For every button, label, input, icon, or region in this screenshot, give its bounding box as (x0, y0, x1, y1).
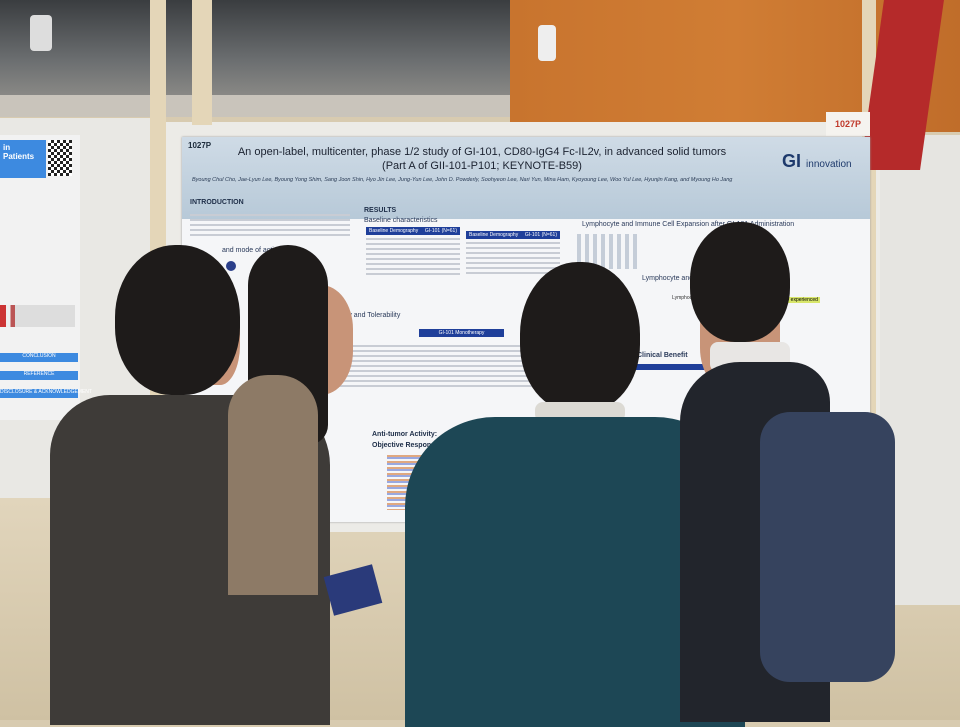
io-experienced-label: IO experienced (782, 297, 820, 303)
title-line-2: (Part A of GII-101-P101; KEYNOTE-B59) (382, 160, 582, 172)
introduction-text (190, 211, 350, 239)
results-heading: RESULTS (364, 207, 397, 214)
conclusion-heading: CONCLUSION (0, 353, 78, 362)
poster-authors: Byoung Chul Cho, Jae-Lyun Lee, Byoung Yo… (192, 177, 733, 183)
table-header-col: GI-101 (N=61) (424, 228, 457, 234)
poster-title: An open-label, multicenter, phase 1/2 st… (182, 145, 782, 173)
spotlight-left (30, 15, 52, 51)
clinical-benefit-heading: Clinical Benefit (637, 352, 688, 359)
clinical-benefit-bar (622, 364, 742, 370)
introduction-heading: INTRODUCTION (190, 199, 244, 206)
backpack (760, 412, 895, 682)
safety-heading: Safety and Tolerability (332, 312, 401, 319)
balcony-rail (0, 95, 520, 117)
poster-id: 1027P (188, 141, 212, 150)
wooden-post (192, 0, 212, 125)
logo-text: innovation (806, 159, 852, 170)
baseline-heading: Baseline characteristics (364, 217, 438, 224)
spotlight-right (538, 25, 556, 61)
baseline-table-1: Baseline Demography GI-101 (N=61) (366, 227, 460, 278)
company-logo: GI innovation (782, 151, 852, 172)
table-header-label: Baseline Demography (369, 228, 419, 234)
table-header: Baseline Demography GI-101 (N=61) (466, 231, 560, 239)
table-header-label: Baseline Demography (469, 232, 519, 238)
table-header: Baseline Demography GI-101 (N=61) (366, 227, 460, 235)
qr-code (48, 140, 72, 176)
lymphocyte-heading-2: Lymphocyte and Immune (642, 275, 721, 282)
board-number-sign: 1027P (826, 112, 870, 136)
neighbor-poster-title: in Patients (0, 140, 46, 178)
baseline-table-2: Baseline Demography GI-101 (N=61) (466, 231, 560, 277)
antitumor-heading: Anti-tumor Activity: (372, 431, 438, 438)
logo-mark: GI (782, 151, 802, 171)
disclosure-heading: DISCLOSURE & ACKNOWLEDGEMENT (0, 389, 92, 398)
title-line-1: An open-label, multicenter, phase 1/2 st… (237, 146, 727, 158)
neighbor-poster: in Patients CONCLUSION REFERENCE DISCLOS… (0, 135, 92, 420)
reference-heading: REFERENCE (0, 371, 78, 380)
bar-chart-figure (0, 305, 75, 327)
monotherapy-header: GI-101 Monotherapy (419, 329, 504, 337)
gallery-window-background (0, 0, 520, 100)
table-header-col: GI-101 (N=61) (524, 232, 557, 238)
safety-table (332, 342, 532, 390)
lymphocyte-heading: Lymphocyte and Immune Cell Expansion aft… (582, 221, 795, 228)
mode-of-action-heading: and mode of action (222, 247, 282, 254)
poster-header: 1027P An open-label, multicenter, phase … (182, 137, 870, 219)
moa-diagram-icon (226, 261, 236, 271)
